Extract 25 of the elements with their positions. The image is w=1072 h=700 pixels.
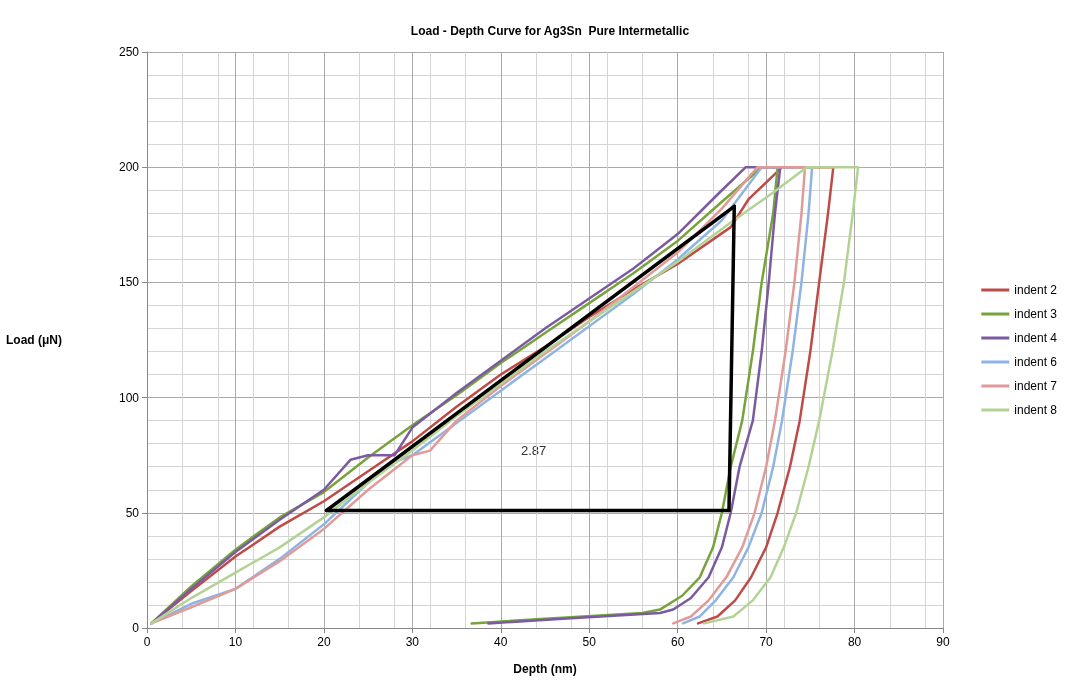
x-tick-label: 80: [847, 635, 862, 649]
x-tick-label: 90: [936, 635, 950, 649]
x-tick-label: 10: [228, 635, 243, 649]
x-tick-label: 70: [759, 635, 774, 649]
x-tick-label: 30: [405, 635, 420, 649]
legend-label: indent 3: [1014, 307, 1058, 321]
y-tick-label: 200: [118, 160, 140, 175]
chart-title: Load - Depth Curve for Ag3Sn Pure Intermetallic: [410, 24, 690, 38]
y-tick-label: 50: [125, 505, 140, 520]
y-tick-label: 0: [132, 621, 140, 635]
legend-label: indent 2: [1014, 283, 1058, 297]
x-tick-label: 40: [494, 635, 508, 649]
y-axis-title: Load (μN): [6, 333, 62, 347]
x-tick-label: 20: [317, 635, 331, 649]
legend-label: indent 8: [1014, 403, 1058, 417]
legend-label: indent 6: [1014, 355, 1058, 369]
y-tick-label: 250: [118, 45, 140, 59]
y-tick-label: 100: [118, 390, 140, 405]
legend-label: indent 7: [1014, 379, 1058, 393]
x-tick-label: 60: [670, 635, 685, 649]
legend-label: indent 4: [1014, 331, 1058, 345]
x-axis-title: Depth (nm): [513, 662, 577, 676]
y-tick-label: 150: [118, 275, 140, 290]
x-tick-label: 0: [143, 635, 151, 649]
x-tick-label: 50: [582, 635, 597, 649]
